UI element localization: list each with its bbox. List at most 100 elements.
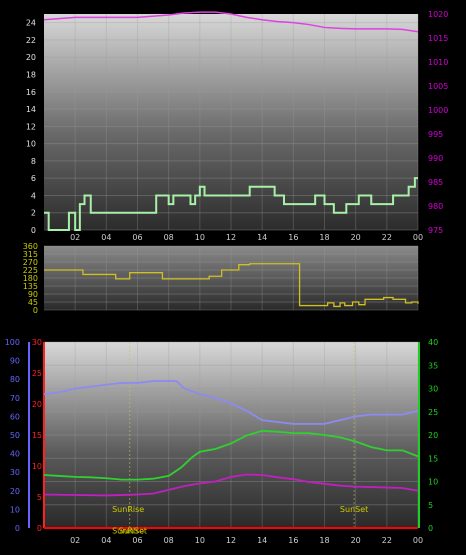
x-tick-label: 06 bbox=[132, 233, 142, 242]
direction-tick-label: 180 bbox=[23, 274, 38, 283]
data-series bbox=[43, 11, 419, 529]
temperature-line bbox=[43, 429, 419, 481]
wind-tick-label: 20 bbox=[26, 53, 36, 62]
humidity-tick-label: 10 bbox=[10, 505, 20, 514]
x-tick-label: 16 bbox=[288, 536, 298, 545]
windspeed-line bbox=[44, 177, 418, 231]
humidity-tick-label: 60 bbox=[10, 412, 20, 421]
wind-baro-panel bbox=[44, 14, 418, 230]
temp-tick-label: 40 bbox=[428, 338, 438, 347]
x-tick-label: 18 bbox=[319, 536, 329, 545]
x-tick-label: 08 bbox=[164, 536, 174, 545]
x-tick-label: 14 bbox=[257, 233, 267, 242]
x-tick-label: 04 bbox=[101, 536, 111, 545]
direction-tick-label: 135 bbox=[23, 282, 38, 291]
rain-tick-label: 0 bbox=[37, 524, 42, 533]
grid-lines bbox=[44, 14, 419, 529]
x-tick-label: 02 bbox=[70, 536, 80, 545]
baro-tick-label: 1020 bbox=[428, 10, 448, 19]
x-tick-label: 06 bbox=[132, 536, 142, 545]
sun-annotation-label: SunRise bbox=[112, 505, 144, 514]
x-tick-label: 16 bbox=[288, 233, 298, 242]
x-tick-label: 04 bbox=[101, 233, 111, 242]
graph-title: 24 hour graph day : 20 May 2025 bbox=[172, 2, 340, 13]
compass-s: S bbox=[437, 272, 443, 283]
humidity-tick-label: 30 bbox=[10, 468, 20, 477]
rain-tick-label: 25 bbox=[32, 369, 42, 378]
temp-tick-label: 15 bbox=[428, 454, 438, 463]
wind-tick-label: 14 bbox=[26, 105, 36, 114]
humidity-tick-label: 80 bbox=[10, 375, 20, 384]
axis-labels: 0246810121416182022249759809859909951000… bbox=[5, 10, 449, 545]
wind-tick-label: 2 bbox=[31, 209, 36, 218]
wind-direction-line bbox=[44, 263, 419, 308]
baro-tick-label: 980 bbox=[428, 202, 443, 211]
baro-tick-label: 995 bbox=[428, 130, 443, 139]
x-tick-label: 12 bbox=[226, 536, 236, 545]
wind-tick-label: 12 bbox=[26, 122, 36, 131]
baro-tick-label: 985 bbox=[428, 178, 443, 187]
humidity-tick-label: 90 bbox=[10, 357, 20, 366]
x-tick-label: 02 bbox=[70, 233, 80, 242]
humidity-tick-label: 50 bbox=[10, 431, 20, 440]
wind-tick-label: 6 bbox=[31, 174, 36, 183]
humidity-axis-title: Humidity bbox=[66, 321, 111, 332]
compass-n-top: N bbox=[437, 240, 444, 251]
x-tick-label: 00 bbox=[413, 536, 423, 545]
x-tick-label: 08 bbox=[164, 233, 174, 242]
direction-tick-label: 90 bbox=[28, 290, 38, 299]
direction-tick-label: 360 bbox=[23, 242, 38, 251]
humidity-line bbox=[43, 380, 419, 425]
compass-w: W bbox=[437, 256, 447, 267]
wind-tick-label: 16 bbox=[26, 88, 36, 97]
rain-tick-label: 5 bbox=[37, 493, 42, 502]
x-tick-label: 20 bbox=[351, 536, 361, 545]
wind-tick-label: 10 bbox=[26, 140, 36, 149]
temp-tick-label: 35 bbox=[428, 361, 438, 370]
humidity-tick-label: 40 bbox=[10, 450, 20, 459]
rain-axis-title: Rainfall (mm) bbox=[2, 321, 70, 332]
x-tick-label: 10 bbox=[195, 233, 205, 242]
temp-tick-label: 10 bbox=[428, 478, 438, 487]
wind-tick-label: 24 bbox=[26, 19, 36, 28]
baro-axis-title: Barometer (mb) bbox=[372, 2, 452, 13]
x-tick-label: 12 bbox=[226, 233, 236, 242]
temp-tick-label: 30 bbox=[428, 385, 438, 394]
direction-tick-label: 0 bbox=[33, 306, 38, 315]
rain-tick-label: 20 bbox=[32, 400, 42, 409]
temp-tick-label: 0 bbox=[428, 524, 433, 533]
dewpoint-line bbox=[43, 473, 419, 497]
temp-tick-label: 25 bbox=[428, 408, 438, 417]
baro-tick-label: 975 bbox=[428, 226, 443, 235]
humidity-tick-label: 0 bbox=[15, 524, 20, 533]
direction-tick-label: 45 bbox=[28, 298, 38, 307]
direction-tick-label: 315 bbox=[23, 250, 38, 259]
compass-n-bottom: N bbox=[437, 304, 444, 315]
baro-tick-label: 1015 bbox=[428, 34, 448, 43]
compass-labels: N W S E N bbox=[437, 240, 447, 315]
temp-tick-label: 5 bbox=[428, 501, 433, 510]
wind-tick-label: 18 bbox=[26, 70, 36, 79]
baro-tick-label: 1005 bbox=[428, 82, 448, 91]
humidity-tick-label: 70 bbox=[10, 394, 20, 403]
sun-annotation-label: SunSet bbox=[119, 527, 147, 536]
baro-tick-label: 1000 bbox=[428, 106, 448, 115]
baro-tick-label: 990 bbox=[428, 154, 443, 163]
rain-tick-label: 15 bbox=[32, 431, 42, 440]
direction-tick-label: 225 bbox=[23, 266, 38, 275]
direction-tick-label: 270 bbox=[23, 258, 38, 267]
wind-tick-label: 8 bbox=[31, 157, 36, 166]
temp-axis-title: Temperature (°C) bbox=[311, 321, 398, 332]
wind-tick-label: 4 bbox=[31, 191, 36, 200]
x-tick-label: 14 bbox=[257, 536, 267, 545]
wind-tick-label: 0 bbox=[31, 226, 36, 235]
x-tick-label: 18 bbox=[319, 233, 329, 242]
baro-tick-label: 1010 bbox=[428, 58, 448, 67]
dew-axis-title: Dew Point (°C) bbox=[395, 321, 466, 332]
direction-panel bbox=[44, 246, 418, 310]
humidity-tick-label: 20 bbox=[10, 487, 20, 496]
rain-tick-label: 30 bbox=[32, 338, 42, 347]
temp-tick-label: 20 bbox=[428, 431, 438, 440]
